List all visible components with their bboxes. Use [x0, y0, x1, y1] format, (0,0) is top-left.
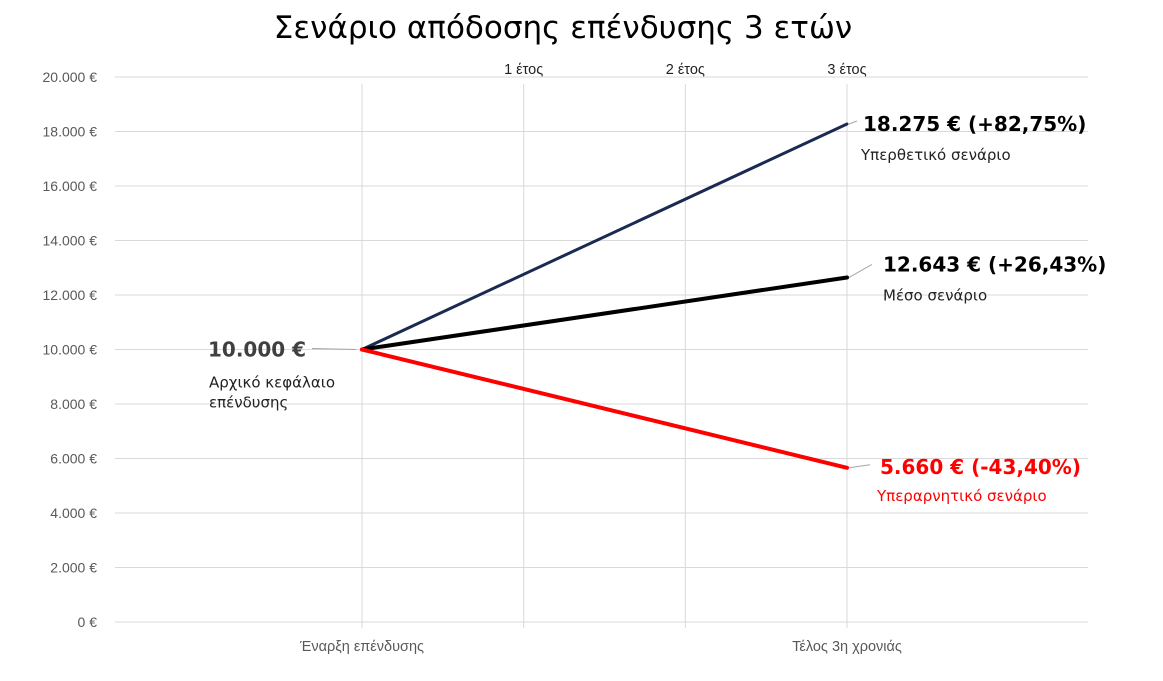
y-tick-label: 12.000 € [43, 287, 98, 303]
series-line [360, 347, 849, 470]
y-tick-label: 18.000 € [43, 124, 98, 140]
leader-line [848, 120, 858, 125]
y-tick-label: 8.000 € [50, 396, 97, 412]
year-tick-label: 1 έτος [504, 62, 543, 78]
end-value-label: 5.660 € (-43,40%) [880, 455, 1081, 479]
x-axis-label: Τέλος 3η χρονιάς [792, 639, 902, 655]
end-value-label: 18.275 € (+82,75%) [863, 112, 1086, 136]
start-description: Αρχικό κεφάλαιο [209, 374, 335, 392]
y-tick-label: 2.000 € [50, 560, 97, 576]
year-ticks: 1 έτος 2 έτος 3 έτος [504, 62, 866, 78]
leader-line [848, 264, 873, 278]
data-labels: 10.000 € Αρχικό κεφάλαιο επένδυσης 18.275 €… [208, 112, 1106, 505]
scenario-description: Υπερθετικό σενάριο [860, 146, 1011, 164]
series-line [360, 122, 849, 351]
grid [115, 76, 1088, 628]
y-tick-label: 4.000 € [50, 505, 97, 521]
series-lines [360, 122, 849, 470]
x-axis-label: Έναρξη επένδυσης [299, 639, 424, 655]
end-value-label: 12.643 € (+26,43%) [883, 252, 1106, 276]
scenario-description: Υπεραρνητικό σενάριο [876, 487, 1047, 505]
year-tick-label: 2 έτος [666, 62, 705, 78]
start-value-label: 10.000 € [208, 338, 306, 362]
y-tick-label: 10.000 € [43, 342, 98, 358]
leader-line [311, 348, 357, 350]
start-description: επένδυσης [209, 394, 288, 412]
y-tick-label: 16.000 € [43, 178, 98, 194]
series-line [360, 275, 849, 352]
y-tick-label: 20.000 € [43, 69, 98, 85]
scenario-description: Μέσο σενάριο [883, 286, 987, 304]
x-axis-labels: Έναρξη επένδυσης Τέλος 3η χρονιάς [299, 639, 902, 655]
y-tick-label: 14.000 € [43, 233, 98, 249]
year-tick-label: 3 έτος [827, 62, 866, 78]
leader-line [848, 464, 871, 469]
y-tick-label: 6.000 € [50, 451, 97, 467]
y-tick-label: 0 € [78, 614, 98, 630]
chart-title: Σενάριο απόδοσης επένδυσης 3 ετών [274, 10, 852, 46]
y-axis-ticks: 0 € 2.000 € 4.000 € 6.000 € 8.000 € 10.000 € 1… [43, 69, 98, 630]
